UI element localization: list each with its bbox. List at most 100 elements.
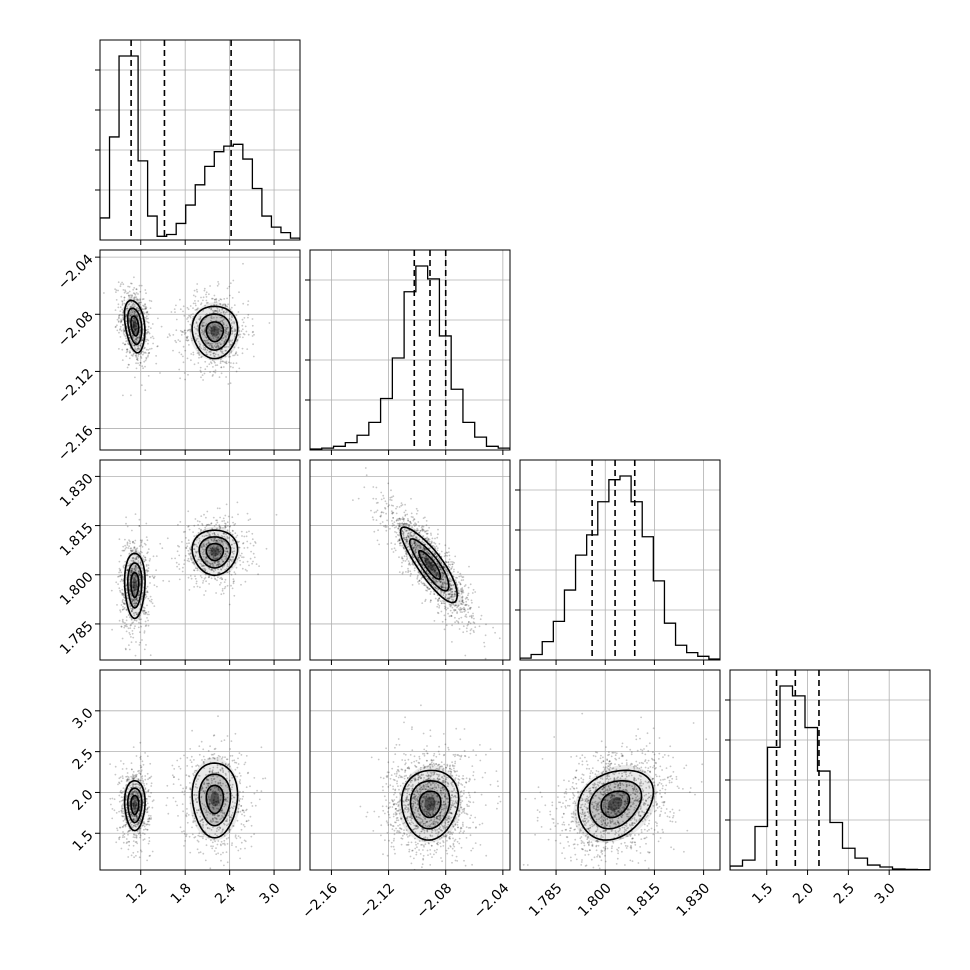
scatter-point — [213, 355, 215, 357]
scatter-point — [456, 606, 458, 609]
scatter-point — [400, 502, 403, 504]
scatter-point — [213, 294, 216, 297]
scatter-point — [122, 330, 125, 333]
scatter-point — [207, 332, 210, 334]
scatter-point — [209, 307, 211, 309]
scatter-point — [449, 563, 452, 566]
scatter-point — [459, 588, 462, 590]
scatter-point — [421, 540, 423, 543]
scatter-point — [219, 527, 222, 529]
scatter-point — [425, 589, 427, 592]
scatter-point — [215, 539, 218, 542]
scatter-point — [231, 587, 234, 590]
scatter-point — [174, 311, 176, 313]
scatter-point — [125, 313, 128, 316]
scatter-point — [120, 625, 123, 628]
scatter-point — [144, 597, 147, 599]
scatter-point — [134, 310, 136, 313]
scatter-point — [133, 352, 135, 355]
scatter-point — [135, 314, 138, 316]
scatter-point — [182, 566, 184, 569]
scatter-point — [437, 574, 440, 577]
scatter-point — [438, 605, 441, 607]
scatter-point — [140, 541, 143, 544]
scatter-point — [140, 766, 143, 768]
scatter-point — [186, 559, 189, 562]
scatter-point — [131, 608, 134, 611]
scatter-point — [433, 572, 435, 574]
scatter-point — [242, 542, 244, 545]
scatter-point — [140, 563, 143, 566]
scatter-point — [431, 561, 434, 564]
scatter-point — [142, 763, 145, 766]
scatter-point — [129, 328, 132, 331]
scatter-point — [194, 554, 197, 557]
scatter-point — [454, 579, 457, 582]
scatter-point — [199, 315, 202, 318]
scatter-point — [204, 314, 207, 316]
scatter-point — [146, 321, 149, 323]
scatter-point — [404, 503, 406, 506]
scatter-point — [424, 562, 427, 565]
scatter-point — [235, 351, 238, 353]
scatter-point — [127, 833, 129, 836]
scatter-point — [145, 348, 148, 351]
scatter-point — [436, 572, 438, 575]
scatter-point — [218, 542, 221, 544]
scatter-point — [427, 566, 430, 568]
scatter-point — [202, 321, 205, 324]
scatter-point — [470, 628, 473, 630]
scatter-point — [201, 331, 203, 334]
scatter-point — [413, 534, 416, 537]
scatter-point — [467, 594, 469, 597]
scatter-point — [126, 348, 128, 351]
scatter-point — [152, 799, 155, 801]
scatter-point — [147, 349, 150, 351]
scatter-point — [135, 807, 138, 810]
scatter-point — [133, 292, 136, 295]
scatter-point — [458, 600, 461, 603]
scatter-point — [223, 540, 225, 542]
scatter-point — [431, 564, 433, 567]
scatter-point — [131, 568, 133, 570]
scatter-point — [125, 608, 128, 611]
scatter-point — [440, 584, 443, 587]
scatter-point — [470, 614, 473, 617]
scatter-point — [428, 562, 431, 565]
scatter-point — [206, 365, 209, 368]
scatter-point — [133, 317, 136, 320]
scatter-point — [133, 276, 135, 279]
scatter-point — [218, 309, 221, 311]
scatter-point — [440, 577, 443, 580]
scatter-point — [238, 330, 241, 332]
density-level-0 — [398, 523, 462, 607]
scatter-point — [196, 329, 199, 332]
scatter-point — [428, 561, 431, 564]
scatter-point — [155, 355, 158, 357]
scatter-point — [438, 606, 440, 609]
scatter-point — [460, 603, 463, 606]
scatter-point — [130, 282, 132, 285]
scatter-point — [124, 603, 126, 605]
scatter-point — [460, 616, 463, 619]
scatter-point — [451, 624, 453, 627]
scatter-point — [134, 598, 136, 601]
scatter-point — [492, 626, 494, 629]
scatter-point — [231, 551, 234, 554]
scatter-point — [446, 570, 448, 573]
scatter-point — [208, 342, 211, 345]
scatter-point — [445, 624, 448, 627]
scatter-point — [136, 358, 139, 361]
scatter-point — [398, 517, 401, 520]
scatter-point — [464, 584, 467, 586]
scatter-point — [144, 365, 146, 368]
scatter-point — [137, 347, 140, 350]
scatter-point — [448, 558, 451, 561]
scatter-point — [208, 576, 211, 578]
scatter-point — [210, 319, 212, 322]
scatter-point — [221, 561, 224, 563]
scatter-point — [197, 351, 200, 354]
scatter-point — [255, 563, 258, 565]
scatter-point — [216, 563, 219, 566]
scatter-point — [448, 596, 450, 599]
